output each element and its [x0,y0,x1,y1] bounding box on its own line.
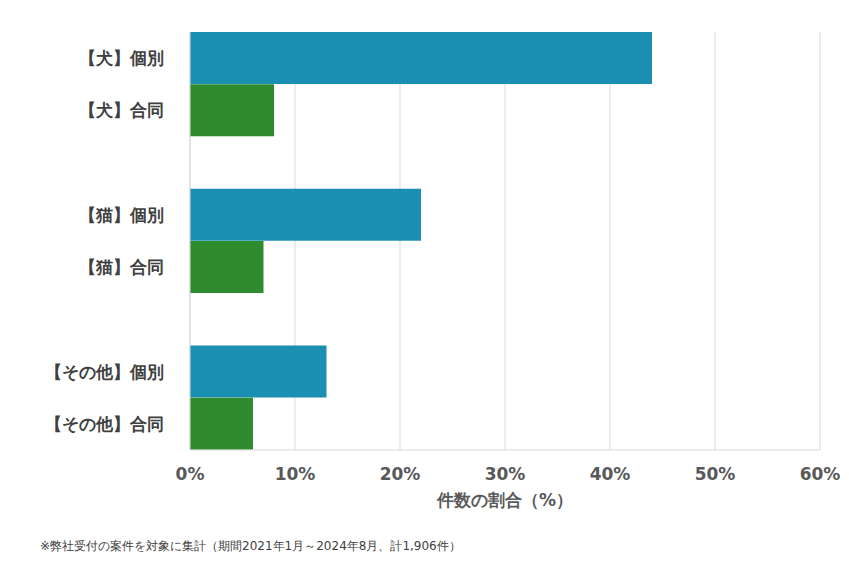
svg-text:【犬】個別: 【犬】個別 [79,48,164,68]
svg-text:【猫】個別: 【猫】個別 [79,205,164,225]
svg-text:10%: 10% [275,464,316,484]
svg-text:0%: 0% [176,464,205,484]
html-text:※弊社受付の案件を対象に集計（期間2021年1月～2024年: ※弊社受付の案件を対象に集計（期間2021年1月～2024年8月、計1,906件… [40,539,461,553]
svg-text:件数の割合（%）: 件数の割合（%） [436,490,573,510]
svg-text:【その他】個別: 【その他】個別 [45,362,164,382]
svg-text:30%: 30% [485,464,526,484]
svg-text:60%: 60% [800,464,841,484]
svg-text:50%: 50% [695,464,736,484]
svg-text:【犬】合同: 【犬】合同 [79,100,164,120]
svg-text:【その他】合同: 【その他】合同 [45,414,164,434]
svg-text:20%: 20% [380,464,421,484]
svg-text:40%: 40% [590,464,631,484]
svg-text:【猫】合同: 【猫】合同 [79,257,164,277]
